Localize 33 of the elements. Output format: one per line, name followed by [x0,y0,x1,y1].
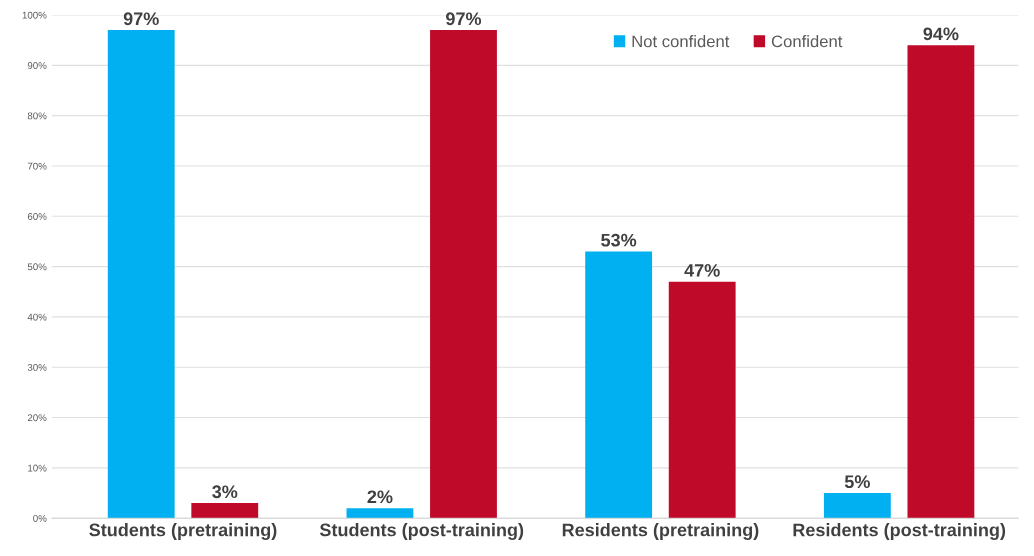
bar [191,503,259,519]
bar [907,45,975,519]
data-label: 53% [601,233,637,247]
y-tick-label: 20% [27,414,47,422]
y-tick-label: 0% [33,514,47,522]
y-tick-label: 50% [27,263,47,271]
bar [107,30,175,519]
y-tick-label: 90% [27,62,47,69]
data-label: 5% [844,475,870,489]
bar [346,508,414,519]
x-tick-label: Students (post-training) [319,523,524,540]
legend-label: Confident [771,35,843,48]
legend-label: Not confident [632,35,730,48]
y-tick-label: 70% [27,162,47,170]
y-tick-label: 100% [22,11,47,19]
data-label: 94% [923,27,959,41]
bar [585,251,653,519]
data-label: 97% [446,12,482,26]
x-tick-label: Residents (pretraining) [562,523,759,540]
y-tick-label: 40% [27,313,47,321]
bar [823,493,891,519]
y-tick-label: 30% [27,363,47,371]
y-tick-label: 80% [27,112,47,120]
data-label: 47% [684,264,720,277]
bar [430,30,497,519]
y-tick-label: 60% [27,213,47,220]
data-label: 3% [212,485,238,499]
data-label: 2% [367,490,393,504]
x-tick-label: Students (pretraining) [89,523,277,540]
y-tick-label: 10% [28,464,47,472]
data-label: 97% [123,12,159,26]
bar [668,281,736,519]
x-tick-label: Residents (post-training) [793,523,1006,540]
